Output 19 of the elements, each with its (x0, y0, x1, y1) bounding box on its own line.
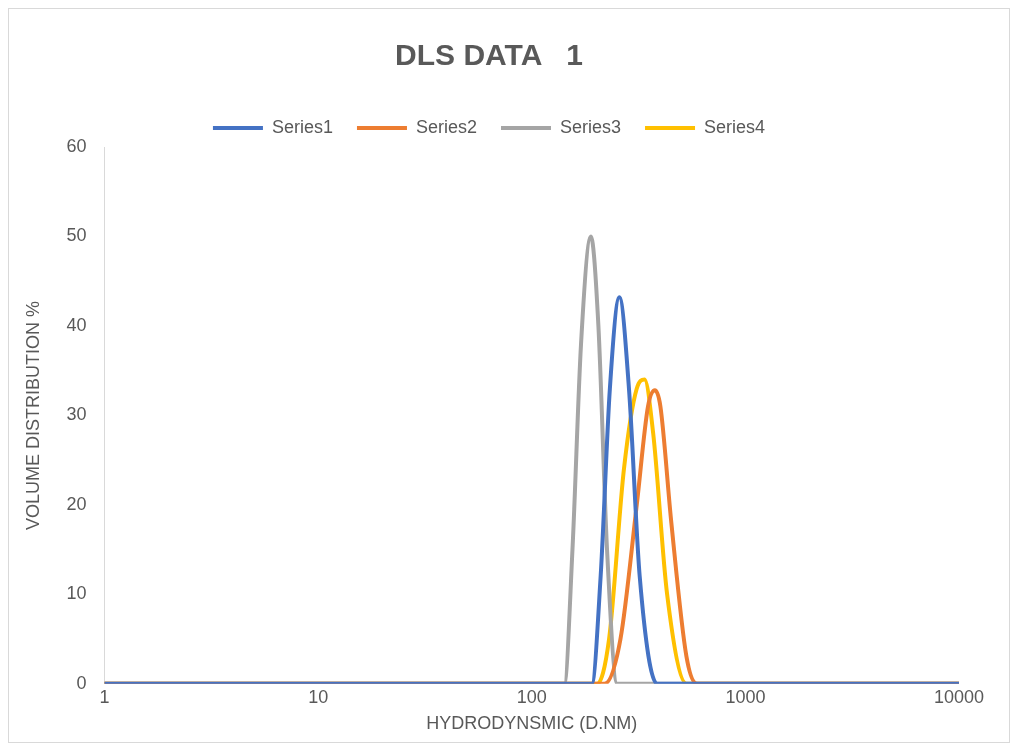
legend-label: Series3 (560, 116, 622, 137)
y-tick-label: 30 (66, 404, 87, 425)
x-tick-label: 10 (308, 686, 329, 707)
y-tick-label: 10 (66, 583, 87, 604)
y-tick-label: 0 (76, 672, 87, 693)
y-axis-title: VOLUME DISTRIBUTION % (22, 300, 43, 530)
x-tick-label: 10000 (933, 686, 985, 707)
y-tick-label: 20 (66, 493, 87, 514)
x-tick-label: 100 (516, 686, 547, 707)
y-tick-label: 40 (66, 314, 87, 335)
legend-label: Series4 (704, 116, 766, 137)
legend-label: Series1 (271, 116, 333, 137)
chart-title: DLS DATA 1 (395, 38, 583, 72)
x-tick-label: 1 (99, 686, 110, 707)
legend-label: Series2 (415, 116, 477, 137)
y-tick-label: 50 (66, 225, 87, 246)
y-tick-label: 60 (66, 135, 87, 156)
x-tick-label: 1000 (725, 686, 766, 707)
x-axis-title: HYDRODYNSMIC (D.NM) (426, 713, 638, 734)
